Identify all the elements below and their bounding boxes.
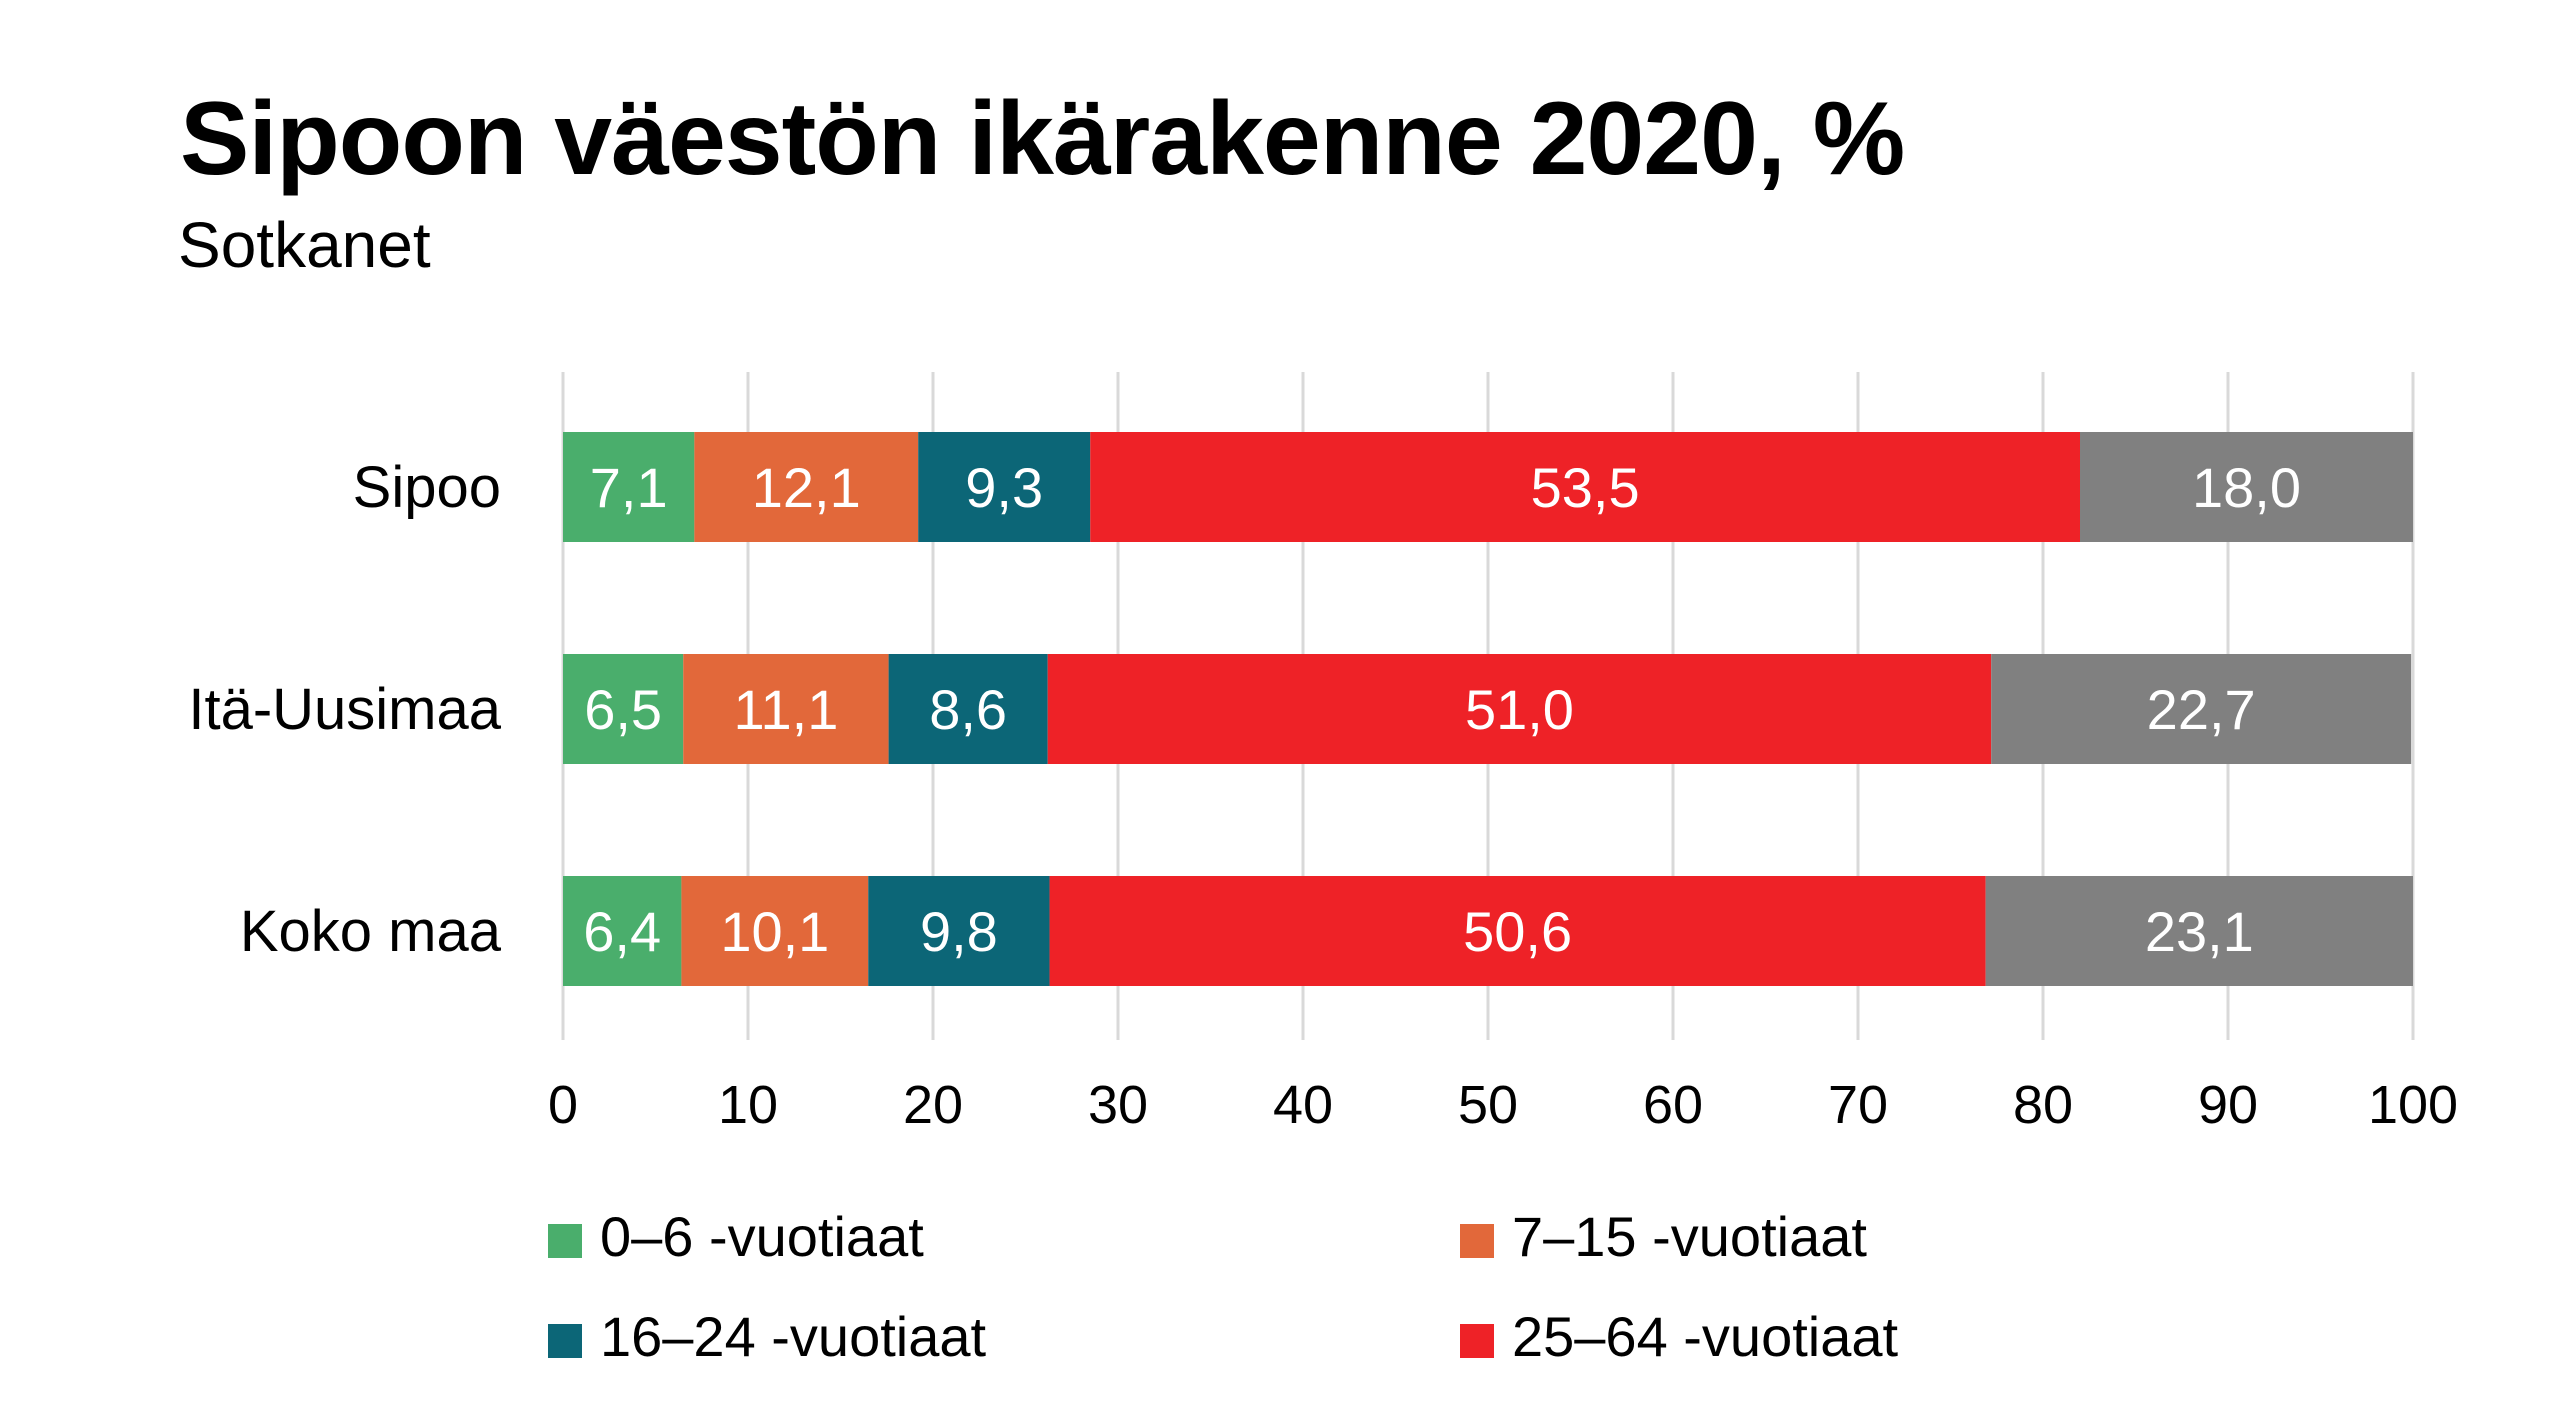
legend-swatch <box>1460 1324 1494 1358</box>
data-label: 9,3 <box>965 456 1043 519</box>
legend-swatch <box>548 1224 582 1258</box>
x-tick-label: 90 <box>2198 1075 2258 1135</box>
data-label: 8,6 <box>929 678 1007 741</box>
legend: 0–6 -vuotiaat 7–15 -vuotiaat 16–24 -vuotia… <box>548 1205 1899 1368</box>
category-labels: Sipoo Itä-Uusimaa Koko maa <box>188 455 501 964</box>
bar-segment <box>1049 876 1986 986</box>
legend-label: 16–24 -vuotiaat <box>600 1305 987 1368</box>
x-tick-label: 70 <box>1828 1075 1888 1135</box>
bar-segment <box>563 654 684 764</box>
bar-segment <box>2080 432 2413 542</box>
x-tick-label: 50 <box>1458 1075 1518 1135</box>
x-tick-label: 30 <box>1088 1075 1148 1135</box>
legend-label: 0–6 -vuotiaat <box>600 1205 924 1268</box>
data-label: 9,8 <box>920 900 998 963</box>
legend-label: 25–64 -vuotiaat <box>1512 1305 1899 1368</box>
data-label: 51,0 <box>1465 678 1574 741</box>
data-label: 18,0 <box>2192 456 2301 519</box>
bar-segment <box>1985 876 2413 986</box>
bar-segment <box>681 876 869 986</box>
legend-swatch <box>1460 1224 1494 1258</box>
chart-subtitle: Sotkanet <box>178 209 431 281</box>
bar-segment <box>683 654 889 764</box>
data-label: 22,7 <box>2147 678 2256 741</box>
x-tick-label: 10 <box>718 1075 778 1135</box>
x-axis-ticks: 0 10 20 30 40 50 60 70 80 90 100 <box>548 1075 2458 1135</box>
data-label: 11,1 <box>734 678 839 741</box>
x-tick-label: 100 <box>2368 1075 2458 1135</box>
legend-label: 7–15 -vuotiaat <box>1512 1205 1867 1268</box>
category-label: Sipoo <box>353 455 501 520</box>
bar-segment <box>563 876 682 986</box>
bar-segment <box>563 432 695 542</box>
bar-segment <box>1090 432 2080 542</box>
data-label: 10,1 <box>720 900 829 963</box>
data-label: 53,5 <box>1531 456 1640 519</box>
chart-title: Sipoon väestön ikärakenne 2020, % <box>180 81 1905 197</box>
category-label: Itä-Uusimaa <box>188 677 501 742</box>
data-label: 6,4 <box>583 900 661 963</box>
bar-segment <box>868 876 1050 986</box>
data-label: 7,1 <box>590 456 668 519</box>
data-label: 6,5 <box>584 678 662 741</box>
x-tick-label: 0 <box>548 1075 578 1135</box>
data-label: 12,1 <box>752 456 861 519</box>
bar-segment <box>888 654 1048 764</box>
bars: 7,1 12,1 9,3 53,5 18,0 6,5 11,1 8,6 51,0 22,7 6,4 1… <box>563 432 2413 986</box>
data-label: 50,6 <box>1463 900 1572 963</box>
bar-segment <box>918 432 1091 542</box>
bar-segment <box>694 432 919 542</box>
x-tick-label: 60 <box>1643 1075 1703 1135</box>
bar-segment <box>1047 654 1992 764</box>
legend-swatch <box>548 1324 582 1358</box>
category-label: Koko maa <box>240 899 502 964</box>
data-label: 23,1 <box>2145 900 2254 963</box>
x-tick-label: 40 <box>1273 1075 1333 1135</box>
bar-segment <box>1991 654 2412 764</box>
x-tick-label: 80 <box>2013 1075 2073 1135</box>
x-tick-label: 20 <box>903 1075 963 1135</box>
